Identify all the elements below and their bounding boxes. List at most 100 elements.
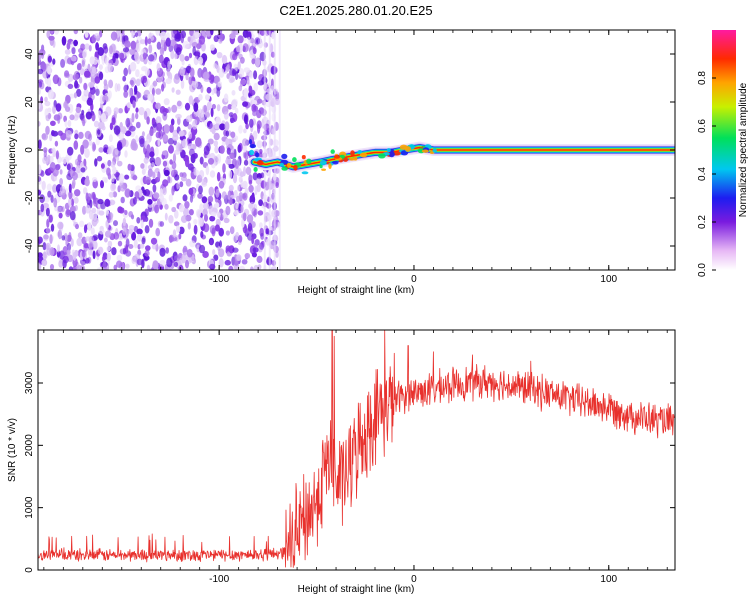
spectrogram-noise-blob [201,116,205,123]
spectrogram-noise-blob [218,227,224,237]
spectrogram-noise-blob [169,235,173,243]
spectrogram-noise-blob [67,83,74,89]
spectrogram-noise-blob [96,155,103,162]
snr-xtick-label: 0 [411,574,417,585]
spectrogram-noise-blob [74,205,78,211]
spectrogram-noise-blob [179,181,184,188]
spectrogram-noise-blob [152,184,157,193]
spectrogram-noise-blob [74,73,79,79]
spectrogram-noise-blob [75,223,79,230]
spectrogram-noise-blob [64,120,68,128]
colorbar-tick-label: 0.8 [697,71,708,85]
spectrogram-noise-blob [254,37,261,45]
spectrogram-noise-blob [38,176,42,182]
spectrogram-noise-blob [255,177,262,185]
spectrogram-noise-blob [42,242,47,251]
spectrogram-noise-blob [178,233,182,240]
spectrogram-noise-blob [179,66,185,77]
spectrogram-noise-blob [185,115,193,123]
spectrogram-noise-blob [97,198,104,205]
spectrogram-noise-blob [43,234,49,240]
spectrogram-noise-blob [116,260,123,268]
spectrogram-noise-blob [174,209,179,219]
spectrogram-noise-blob [136,233,143,242]
spectrogram-noise-blob [85,111,93,120]
spectrogram-noise-blob [157,137,161,147]
spectrogram-noise-blob [103,144,109,151]
spectrogram-noise-blob [61,36,67,46]
spectrogram-noise-blob [196,43,202,50]
spectrogram-noise-blob [83,187,88,195]
spectrogram-noise-blob [65,209,71,218]
spectrogram-noise-blob [44,96,48,103]
spectrogram-noise-blob [120,184,126,192]
spectrogram-noise-blob [59,178,63,186]
spectrogram-noise-blob [50,194,54,203]
spectrogram-noise-blob [252,247,259,253]
spectrogram-noise-blob [151,162,155,167]
spectrogram-noise-blob [111,117,116,126]
spectrogram-noise-blob [64,49,71,55]
trace-blob [350,150,355,157]
spectrogram-noise-blob [52,184,58,193]
spectrogram-noise-blob [95,42,99,51]
spectrogram-noise-blob [211,227,216,237]
spectrogram-noise-blob [128,211,133,218]
spectrogram-noise-blob [47,89,54,100]
spectrogram-noise-blob [199,156,204,165]
spectrogram-noise-blob [248,85,253,94]
spectrogram-noise-blob [207,157,215,165]
spectrogram-noise-blob [41,133,48,141]
spectrogram-noise-blob [117,83,121,92]
spectrogram-noise-blob [128,87,133,98]
spectrogram-noise-blob [209,170,216,178]
spectrogram-noise-blob [100,180,104,189]
spectrogram-noise-blob [97,110,102,119]
spectrogram-noise-blob [49,155,54,164]
spectrogram-noise-blob [172,229,177,239]
spectrogram-noise-blob [144,250,150,257]
spectrogram-noise-blob [192,188,196,195]
spectrogram-noise-blob [136,258,143,266]
spectrogram-noise-blob [64,101,68,111]
spectrogram-noise-blob [113,264,118,270]
spectrogram-noise-blob [74,83,80,89]
spectrogram-noise-blob [135,32,138,38]
spectrogram-noise-blob [155,88,162,95]
spectrogram-noise-blob [274,98,281,106]
spectrogram-noise-blob [86,193,93,201]
spectrogram-noise-blob [206,121,213,130]
spectrogram-noise-blob [195,209,202,218]
spectrogram-noise-blob [80,167,86,173]
spectrogram-noise-blob [176,181,180,190]
spectrogram-noise-blob [189,67,195,78]
spectrogram-noise-blob [176,225,181,233]
spectrogram-noise-blob [250,266,254,270]
spectrogram-noise-blob [238,68,245,78]
spectrogram-noise-blob [197,216,203,227]
spectrogram-noise-blob [205,165,210,176]
spectrogram-noise-blob [91,207,97,214]
spectrogram-noise-blob [117,185,121,193]
trace-blob [249,144,256,149]
spectrogram-noise-blob [227,190,231,201]
spectrogram-noise-blob [155,30,161,36]
spectrogram-noise-blob [135,69,140,78]
spectrogram-noise-blob [135,112,139,120]
spectrogram-noise-blob [112,55,116,64]
spectrogram-noise-blob [88,45,92,52]
spectrogram-noise-blob [252,130,258,140]
colorbar-tick-label: 0.6 [697,119,708,133]
spectrogram-noise-blob [248,184,254,193]
spectrogram-noise-blob [84,148,90,159]
spectrogram-noise-blob [71,47,76,55]
spectrogram-noise-blob [216,52,223,59]
snr-ytick-label: 3000 [24,371,35,394]
spectrogram-noise-blob [55,150,60,160]
trace-blob [256,160,264,166]
spectrogram-noise-blob [152,80,158,87]
spectrogram-noise-blob [88,140,93,146]
spectrogram-noise-blob [146,144,151,154]
spectrogram-noise-blob [109,122,113,131]
spectrogram-noise-blob [93,120,100,128]
